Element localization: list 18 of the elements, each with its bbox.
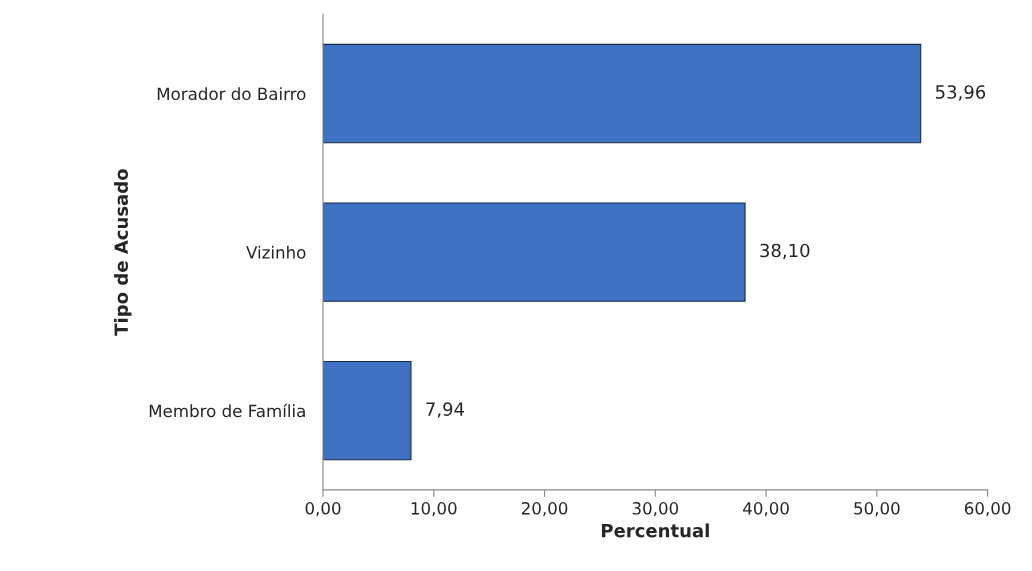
x-tick-label: 10,00 [411, 502, 457, 517]
x-axis-title: Percentual [601, 523, 709, 538]
x-tick-label: 50,00 [854, 502, 900, 517]
bar [323, 43, 922, 144]
x-tick-label: 20,00 [521, 502, 568, 517]
data-label: 53,96 [936, 85, 986, 101]
data-label: 7,94 [426, 402, 465, 418]
x-tick-label: 0,00 [305, 502, 341, 517]
y-tick-label: Membro de Família [149, 403, 305, 418]
y-axis-title: Tipo de Acusado [114, 169, 132, 336]
bar [323, 360, 412, 461]
x-tick-label: 30,00 [632, 502, 679, 517]
x-tick-label: 60,00 [964, 502, 1011, 517]
bar [323, 202, 746, 302]
y-tick-label: Morador do Bairro [157, 87, 306, 101]
y-tick-label: Vizinho [246, 245, 306, 259]
data-label: 38,10 [760, 243, 810, 260]
x-tick-label: 40,00 [743, 502, 789, 517]
